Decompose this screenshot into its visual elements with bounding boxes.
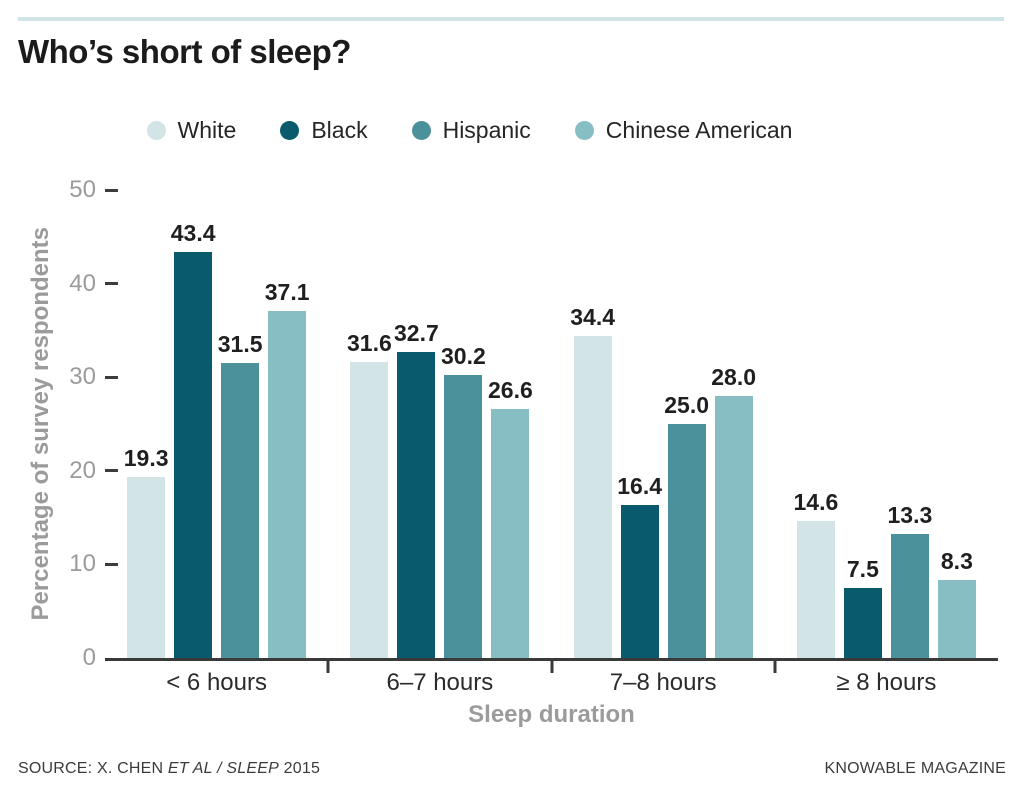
y-tick-label: 20 bbox=[69, 456, 96, 484]
legend: White Black Hispanic Chinese American bbox=[0, 116, 939, 144]
bar-value-label: 31.5 bbox=[217, 331, 263, 358]
bar-hispanic: 13.3 bbox=[887, 502, 932, 658]
bar-group: 14.6 7.5 13.3 8.3 bbox=[775, 190, 998, 658]
bar-value-label: 28.0 bbox=[711, 363, 757, 390]
x-axis-category-labels: < 6 hours 6–7 hours 7–8 hours ≥ 8 hours bbox=[105, 669, 998, 697]
legend-item-hispanic: Hispanic bbox=[411, 116, 531, 144]
bar-value-label: 8.3 bbox=[940, 548, 973, 575]
y-tick-mark bbox=[105, 469, 118, 473]
x-category-label: < 6 hours bbox=[166, 669, 267, 696]
y-tick-mark bbox=[105, 562, 118, 566]
y-tick: 0 bbox=[0, 644, 118, 672]
y-tick: 20 bbox=[0, 457, 118, 485]
bar-group: 34.4 16.4 25.0 28.0 bbox=[552, 190, 775, 658]
bar-black: 43.4 bbox=[171, 220, 216, 658]
bar-hispanic: 31.5 bbox=[218, 331, 263, 658]
bar-value-label: 34.4 bbox=[570, 304, 616, 331]
bar-chinese-american: 26.6 bbox=[488, 377, 533, 658]
y-tick-mark bbox=[105, 188, 118, 192]
bar-groups: 19.3 43.4 31.5 37.1 31.6 32.7 30.2 26.6 34.4 16.4… bbox=[105, 190, 998, 658]
bar-black: 32.7 bbox=[394, 320, 439, 658]
bar-value-label: 16.4 bbox=[617, 472, 663, 499]
x-category-label: 7–8 hours bbox=[609, 669, 717, 696]
source-note: SOURCE: X. CHEN ET AL / SLEEP 2015 bbox=[18, 760, 320, 778]
legend-dot-icon bbox=[411, 120, 431, 140]
y-tick: 30 bbox=[0, 363, 118, 391]
legend-dot-icon bbox=[280, 120, 300, 140]
bar-chinese-american: 37.1 bbox=[265, 279, 310, 658]
bar-black: 7.5 bbox=[843, 556, 882, 658]
bar-value-label: 13.3 bbox=[887, 501, 933, 528]
x-axis-title: Sleep duration bbox=[468, 701, 635, 728]
y-tick-mark bbox=[105, 282, 118, 286]
legend-item-chinese-american: Chinese American bbox=[574, 116, 793, 144]
bar-white: 14.6 bbox=[793, 489, 838, 658]
y-tick-label: 30 bbox=[69, 363, 96, 391]
bar-value-label: 32.7 bbox=[393, 319, 439, 346]
x-axis-tick-marks bbox=[105, 661, 998, 673]
bar-value-label: 7.5 bbox=[846, 555, 879, 582]
bar-group: 31.6 32.7 30.2 26.6 bbox=[328, 190, 551, 658]
legend-label: Chinese American bbox=[605, 116, 793, 143]
legend-dot-icon bbox=[574, 120, 594, 140]
chart-title: Who’s short of sleep? bbox=[18, 33, 351, 70]
publisher-credit: KNOWABLE MAGAZINE bbox=[824, 760, 1006, 777]
bar-hispanic: 25.0 bbox=[664, 392, 709, 658]
bar-chinese-american: 28.0 bbox=[711, 364, 756, 658]
x-axis-line bbox=[105, 658, 998, 661]
bar-value-label: 26.6 bbox=[487, 377, 533, 404]
bar-value-label: 19.3 bbox=[123, 445, 169, 472]
y-tick-label: 40 bbox=[69, 269, 96, 297]
source-italic: ET AL / SLEEP bbox=[167, 760, 279, 777]
y-tick: 10 bbox=[0, 550, 118, 578]
legend-item-black: Black bbox=[280, 116, 368, 144]
y-tick-label: 50 bbox=[69, 176, 96, 203]
bar-value-label: 43.4 bbox=[170, 219, 216, 246]
bar-value-label: 25.0 bbox=[664, 392, 710, 418]
x-tick-mark bbox=[773, 661, 777, 673]
bar-white: 19.3 bbox=[124, 445, 169, 658]
legend-label: Black bbox=[311, 116, 368, 143]
x-category-label: ≥ 8 hours bbox=[836, 669, 937, 696]
source-prefix: SOURCE: X. CHEN bbox=[18, 760, 168, 777]
bar-value-label: 37.1 bbox=[264, 278, 310, 305]
y-tick-mark bbox=[105, 375, 118, 379]
legend-item-white: White bbox=[146, 116, 237, 144]
bar-value-label: 31.6 bbox=[346, 330, 392, 357]
bar-value-label: 14.6 bbox=[793, 489, 839, 516]
bar-hispanic: 30.2 bbox=[441, 343, 486, 658]
legend-label: White bbox=[177, 116, 237, 143]
bar-group: 19.3 43.4 31.5 37.1 bbox=[105, 190, 328, 658]
x-tick-mark bbox=[550, 661, 553, 673]
bar-black: 16.4 bbox=[617, 473, 662, 658]
y-tick-label: 0 bbox=[82, 644, 96, 671]
bar-chinese-american: 8.3 bbox=[937, 548, 976, 658]
x-category-label: 6–7 hours bbox=[386, 669, 494, 696]
bar-white: 34.4 bbox=[570, 304, 615, 658]
y-tick: 50 bbox=[0, 176, 118, 204]
x-tick-mark bbox=[326, 661, 330, 673]
bar-value-label: 30.2 bbox=[440, 343, 486, 370]
source-suffix: 2015 bbox=[279, 760, 321, 777]
accent-top-rule bbox=[18, 17, 1004, 21]
y-axis-ticks: 50 40 30 20 10 0 bbox=[0, 176, 118, 671]
legend-dot-icon bbox=[146, 120, 166, 140]
y-tick-label: 10 bbox=[69, 550, 96, 578]
legend-label: Hispanic bbox=[442, 116, 531, 143]
bar-white: 31.6 bbox=[347, 330, 392, 658]
y-tick: 40 bbox=[0, 270, 118, 298]
